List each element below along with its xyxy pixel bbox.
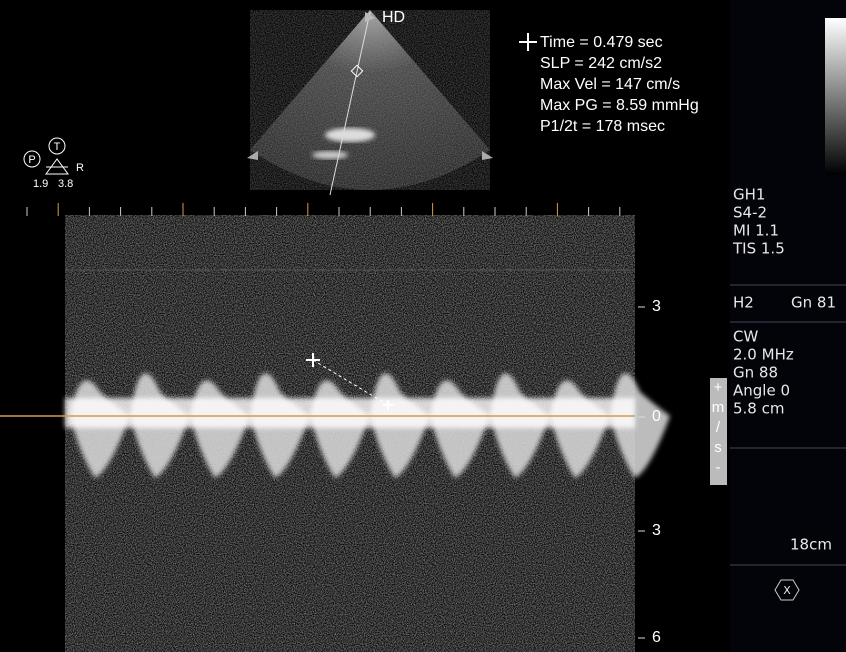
image-label: HD	[382, 9, 405, 26]
measurement: Time = 0.479 sec	[540, 34, 663, 51]
ultrasound-screen: HD Time = 0.479 sec SLP = 242 cm/s2 Max Ve…	[0, 0, 846, 652]
measurement: P1/2t = 178 msec	[540, 118, 665, 135]
scale-label: 3	[652, 298, 661, 315]
marker-right: R	[76, 162, 84, 174]
panel-text: Angle 0	[733, 382, 790, 400]
gray-bar	[825, 18, 846, 175]
panel-text: 5.8 cm	[733, 400, 784, 418]
panel-text: GH1	[733, 186, 765, 204]
panel-text: TIS 1.5	[732, 240, 785, 258]
panel-text: S4-2	[733, 204, 767, 222]
unit-char: s	[714, 439, 722, 456]
scale-label: 0	[652, 408, 661, 425]
panel-text: H2	[733, 294, 754, 312]
marker-value: 1.9	[33, 178, 48, 190]
unit-char: -	[716, 459, 721, 476]
marker-top: T	[54, 141, 61, 153]
marker-value: 3.8	[58, 178, 73, 190]
unit-char: m	[712, 399, 725, 416]
panel-text: 2.0 MHz	[733, 346, 794, 364]
scale-label: 6	[652, 629, 661, 646]
unit-char: +	[714, 379, 723, 396]
scale-label: 3	[652, 522, 661, 539]
panel-text: CW	[733, 328, 758, 346]
depth: 18cm	[790, 536, 832, 554]
measurement: Max Vel = 147 cm/s	[540, 76, 680, 93]
waveform-band	[65, 398, 635, 428]
measurement: SLP = 242 cm/s2	[540, 55, 662, 72]
panel-text: MI 1.1	[733, 222, 779, 240]
panel-text: Gn 88	[733, 364, 778, 382]
panel-text: Gn 81	[791, 294, 836, 312]
sector-echo	[312, 151, 348, 159]
icon-label[interactable]: X	[783, 584, 791, 597]
marker-left: P	[28, 154, 35, 166]
measurement: Max PG = 8.59 mmHg	[540, 97, 699, 114]
sector-echo	[325, 128, 375, 142]
